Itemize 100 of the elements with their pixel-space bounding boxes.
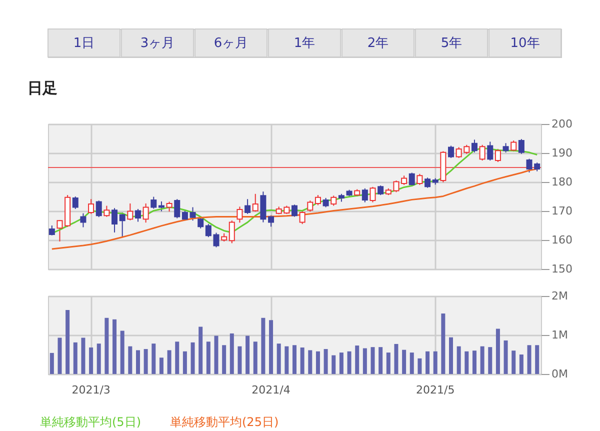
bar xyxy=(464,351,469,374)
bar xyxy=(308,350,312,374)
bar xyxy=(128,346,132,374)
candlestick xyxy=(142,202,149,224)
text: 単純移動平均(5日) xyxy=(40,415,141,429)
text: 6ヶ月 xyxy=(214,36,248,51)
candlestick xyxy=(96,200,102,218)
bar xyxy=(433,351,438,374)
candlestick xyxy=(174,198,180,219)
bar xyxy=(418,358,422,374)
bar xyxy=(112,319,117,374)
candlestick xyxy=(487,141,494,162)
bar xyxy=(120,330,124,374)
candlestick xyxy=(166,201,172,212)
bar xyxy=(504,340,508,374)
y-tick-label: 190 xyxy=(552,146,572,160)
bar xyxy=(355,346,360,374)
candlestick xyxy=(502,142,509,153)
candlestick xyxy=(378,184,384,196)
bar xyxy=(81,338,86,374)
text: 3ヶ月 xyxy=(140,36,175,51)
y-tick-label: 150 xyxy=(552,262,572,276)
candlestick xyxy=(236,206,243,224)
bar xyxy=(230,333,234,374)
bar xyxy=(339,352,344,374)
candlestick xyxy=(252,193,258,212)
candlestick xyxy=(134,208,141,222)
candlestick xyxy=(322,197,329,208)
bar xyxy=(89,347,94,374)
candlestick xyxy=(48,225,55,236)
bar xyxy=(347,351,352,374)
candlestick xyxy=(127,202,134,221)
candlestick xyxy=(190,206,196,222)
bar xyxy=(472,350,476,374)
chart-title: 日足 xyxy=(28,79,58,97)
bar xyxy=(261,318,266,374)
bar xyxy=(269,320,274,374)
candlestick xyxy=(80,212,86,228)
bar xyxy=(238,346,242,374)
bar xyxy=(198,326,203,374)
bar xyxy=(386,352,390,374)
candlestick xyxy=(292,204,298,218)
y-tick-label: 2M xyxy=(552,290,568,302)
candlestick xyxy=(479,144,486,162)
text: 5年 xyxy=(440,36,462,51)
candlestick xyxy=(362,188,368,203)
bar xyxy=(370,347,375,374)
bar xyxy=(332,355,336,374)
candlestick xyxy=(307,200,314,212)
candlestick xyxy=(228,220,235,244)
bar xyxy=(66,310,70,374)
y-tick-label: 1M xyxy=(552,328,568,342)
candlestick xyxy=(119,212,126,238)
candlestick xyxy=(330,195,337,206)
bar xyxy=(50,352,54,374)
bar xyxy=(362,348,367,374)
bar xyxy=(104,318,109,374)
bar xyxy=(190,342,195,374)
bar xyxy=(316,351,320,374)
bar xyxy=(512,350,516,374)
bar xyxy=(449,337,454,374)
bar xyxy=(152,344,156,374)
bar xyxy=(253,342,258,374)
bar xyxy=(214,336,218,374)
y-tick-label: 160 xyxy=(552,234,572,246)
bar xyxy=(284,346,289,374)
candlestick xyxy=(112,208,118,233)
bar xyxy=(527,345,532,374)
text: 10年 xyxy=(510,36,540,51)
candlestick xyxy=(150,196,157,210)
candlestick xyxy=(471,139,478,153)
bar xyxy=(167,350,172,374)
bar xyxy=(175,342,180,374)
x-tick-label: 2021/5 xyxy=(416,384,455,396)
bar xyxy=(222,345,226,374)
bar xyxy=(488,347,492,374)
bar xyxy=(394,344,398,374)
candlestick xyxy=(518,138,524,154)
text: 2年 xyxy=(367,36,389,51)
bar xyxy=(324,349,328,374)
bar xyxy=(480,346,484,374)
bar xyxy=(159,358,164,374)
candlestick xyxy=(56,219,63,242)
text: 1日 xyxy=(73,36,95,51)
bar xyxy=(410,352,414,374)
text: 単純移動平均(25日) xyxy=(170,415,279,429)
y-tick-label: 180 xyxy=(552,176,572,188)
candlestick xyxy=(72,196,78,210)
candlestick xyxy=(104,205,110,218)
bar xyxy=(496,328,500,374)
y-tick-label: 200 xyxy=(552,118,572,130)
candlestick xyxy=(244,198,251,214)
candlestick xyxy=(416,173,423,186)
candlestick xyxy=(299,210,306,225)
bar xyxy=(456,346,461,374)
candlestick xyxy=(494,148,501,162)
x-tick-label: 2021/3 xyxy=(72,384,110,396)
bar xyxy=(519,354,524,374)
bar xyxy=(441,314,446,374)
bar xyxy=(136,350,140,374)
